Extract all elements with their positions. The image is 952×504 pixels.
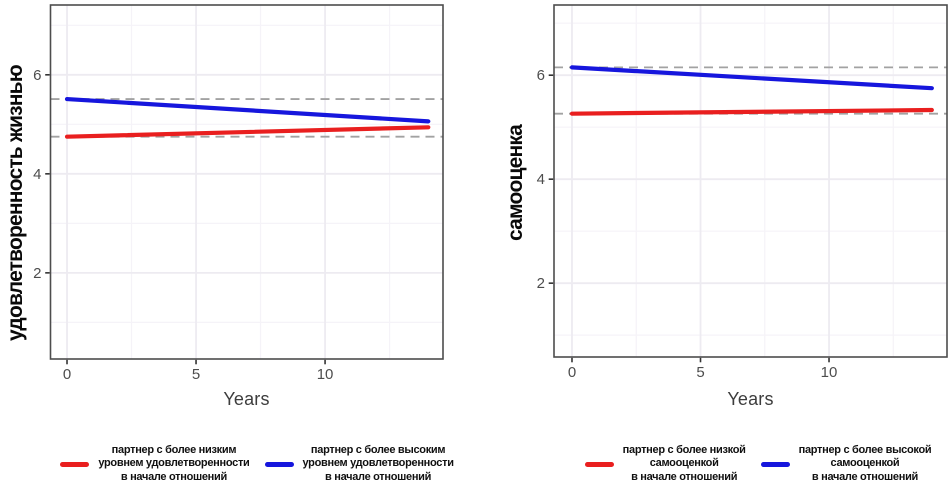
legend-label: партнер с более высокой самооценкой в на…: [798, 444, 932, 483]
x-tick-label: 10: [317, 366, 334, 383]
panel-background: [554, 5, 947, 357]
panel-background: [50, 5, 443, 359]
y-tick-label: 6: [33, 67, 41, 84]
x-tick-label: 0: [568, 364, 576, 381]
legend-item-lower: партнер с более низким уровнем удовлетво…: [60, 444, 250, 484]
legend-key-red: [60, 461, 90, 467]
panel-border: [49, 4, 444, 360]
y-tick-label: 6: [537, 67, 545, 84]
panel-border: [553, 4, 948, 358]
x-tick-label: 5: [192, 366, 200, 383]
legend-key-blue: [264, 461, 294, 467]
chart-life-satisfaction: удовлетворенность жизнью 0 5 10 2 4 6 Years п…: [4, 4, 457, 490]
plot-area: 0 5 10 2 4 6: [33, 4, 444, 383]
series-line-lower: [569, 107, 934, 116]
x-tick-label: 10: [821, 364, 838, 381]
plot-area: 0 5 10 2 4 6: [537, 4, 948, 381]
x-tick-label: 5: [696, 364, 704, 381]
legend: партнер с более низкой самооценкой в нач…: [560, 438, 952, 490]
y-tick-label: 4: [33, 166, 41, 183]
series-line-lower: [64, 125, 431, 139]
x-axis-title: Years: [727, 389, 774, 409]
legend: партнер с более низким уровнем удовлетво…: [57, 438, 457, 490]
legend-label: партнер с более низким уровнем удовлетво…: [98, 444, 250, 483]
legend-key-blue: [760, 461, 790, 467]
x-axis-title: Years: [223, 389, 270, 409]
y-tick-label: 4: [537, 171, 545, 188]
series-line-higher: [64, 96, 431, 124]
y-tick-label: 2: [33, 265, 41, 282]
legend-key-red: [584, 461, 614, 467]
legend-item-higher: партнер с более высокой самооценкой в на…: [760, 444, 932, 484]
chart-self-esteem: самооценка 0 5 10 2 4 6 Years партнер с более…: [476, 0, 952, 504]
legend-label: партнер с более низкой самооценкой в нач…: [622, 444, 746, 483]
legend-item-higher: партнер с более высоким уровнем удовлетв…: [264, 444, 454, 484]
legend-label: партнер с более высоким уровнем удовлетв…: [302, 444, 454, 483]
legend-item-lower: партнер с более низкой самооценкой в нач…: [584, 444, 746, 484]
y-tick-label: 2: [537, 275, 545, 292]
series-line-higher: [569, 65, 934, 91]
x-tick-label: 0: [63, 366, 71, 383]
